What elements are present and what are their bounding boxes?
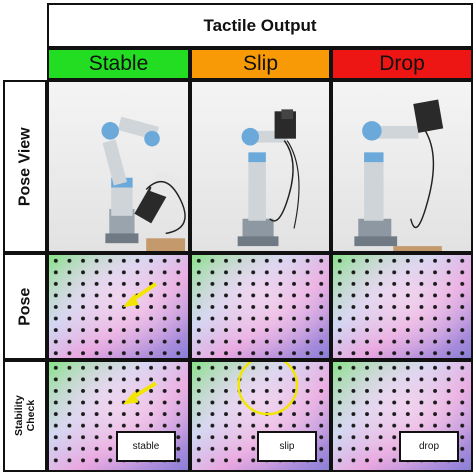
yellow-arrow-icon	[122, 390, 139, 405]
column-header-stable: Stable	[47, 48, 190, 80]
yellow-arrow-icon	[122, 293, 139, 307]
row-label-pose-text: Pose	[16, 287, 34, 326]
tactile-check-stable: stable	[47, 360, 190, 472]
robot-photo-drop	[331, 80, 473, 253]
robot-photo-slip	[190, 80, 331, 253]
tactile-check-slip: slip	[190, 360, 331, 472]
column-header-slip: Slip	[190, 48, 331, 80]
row-label-pose: Pose	[3, 253, 47, 360]
row-label-pose-view-text: Pose View	[16, 127, 34, 206]
stability-label-slip: slip	[257, 431, 317, 462]
row-label-stability-check: Stability Check	[3, 360, 47, 472]
tactile-check-drop: drop	[331, 360, 473, 472]
yellow-circle-icon	[237, 362, 299, 416]
robot-photo-stable	[47, 80, 190, 253]
figure-header: Tactile Output	[47, 3, 473, 48]
row-label-stability-check-text: Stability Check	[12, 395, 36, 437]
tactile-pose-drop	[331, 253, 473, 360]
stability-label-drop: drop	[399, 431, 459, 462]
row-label-pose-view: Pose View	[3, 80, 47, 253]
stability-label-stable: stable	[116, 431, 176, 462]
tactile-pose-stable	[47, 253, 190, 360]
column-header-drop: Drop	[331, 48, 473, 80]
tactile-pose-slip	[190, 253, 331, 360]
